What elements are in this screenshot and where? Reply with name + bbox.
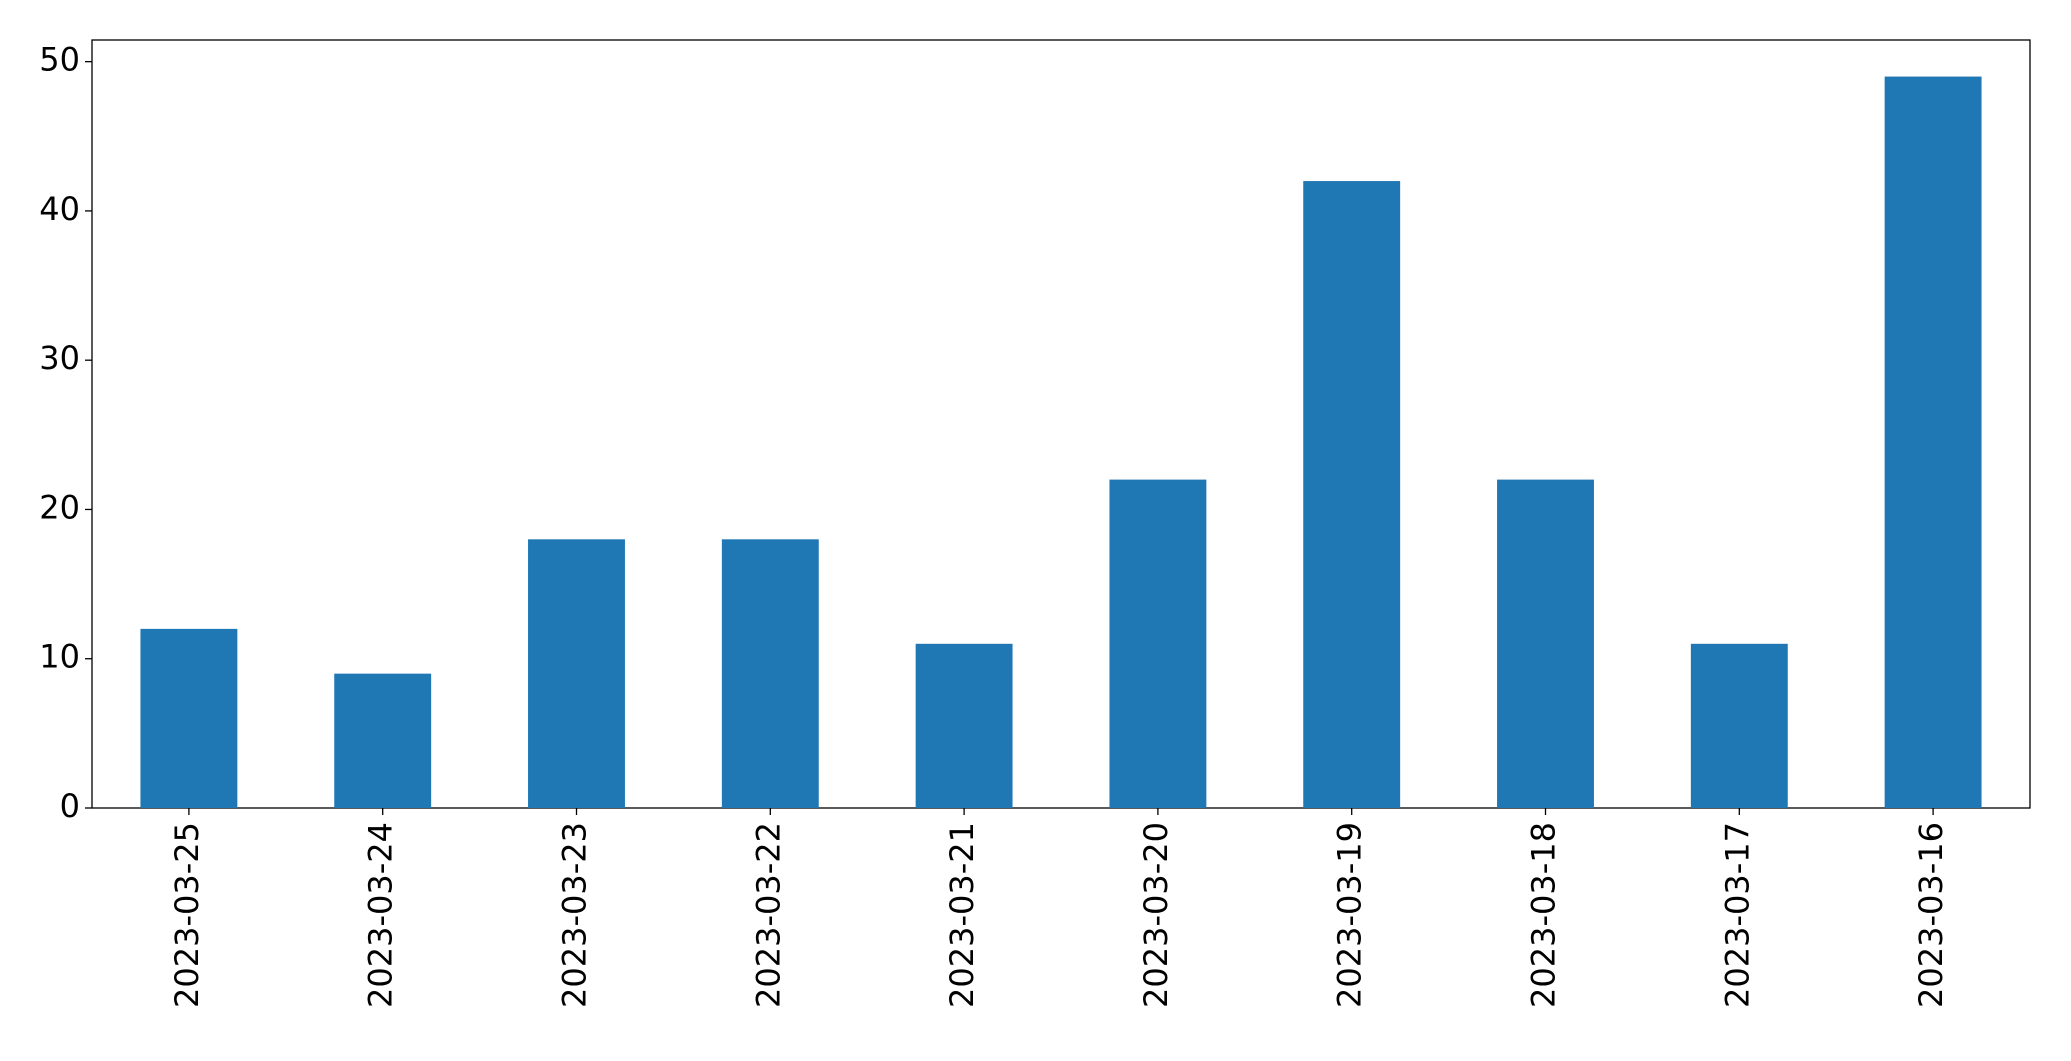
x-tick-label: 2023-03-25 — [168, 822, 206, 1008]
bar — [1690, 643, 1788, 808]
bar — [915, 643, 1013, 808]
x-tick-label: 2023-03-17 — [1718, 822, 1756, 1008]
bar — [1497, 479, 1594, 808]
x-tick-label: 2023-03-22 — [749, 822, 787, 1008]
x-tick-label: 2023-03-23 — [556, 822, 594, 1008]
x-tick-label: 2023-03-18 — [1525, 822, 1563, 1008]
y-tick-label: 40 — [39, 190, 80, 228]
bar — [528, 539, 625, 808]
x-tick-label: 2023-03-16 — [1912, 822, 1950, 1008]
y-tick-label: 10 — [39, 638, 80, 676]
x-tick-label: 2023-03-21 — [943, 822, 981, 1008]
bar — [1303, 181, 1401, 808]
y-tick-label: 50 — [39, 41, 80, 79]
bar — [721, 539, 819, 808]
y-tick-label: 20 — [39, 488, 80, 526]
plot-frame — [91, 39, 2031, 809]
bar — [1109, 479, 1207, 808]
x-tick-label: 2023-03-20 — [1137, 822, 1175, 1008]
x-tick-label: 2023-03-24 — [362, 822, 400, 1008]
x-tick-label: 2023-03-19 — [1331, 822, 1369, 1008]
bar — [140, 628, 238, 808]
bar — [334, 673, 432, 808]
y-tick-label: 0 — [60, 787, 80, 825]
bar — [1884, 76, 1982, 809]
y-tick-label: 30 — [39, 339, 80, 377]
